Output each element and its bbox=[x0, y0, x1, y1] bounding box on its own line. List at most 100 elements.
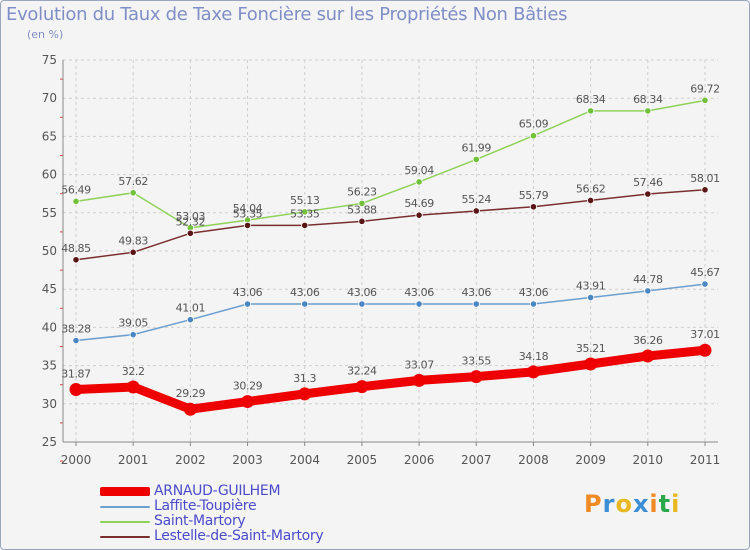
y-tick-label: 50 bbox=[42, 244, 57, 258]
data-point-saint-martory bbox=[472, 155, 480, 163]
data-point-laffite-toupi-re bbox=[472, 300, 480, 308]
y-tick-label: 45 bbox=[42, 282, 57, 296]
x-tick-label: 2002 bbox=[175, 453, 206, 467]
data-point-lestelle-de-saint-martory bbox=[243, 221, 252, 230]
data-point-arnaud-guilhem bbox=[698, 343, 712, 357]
legend-label: ARNAUD-GUILHEM bbox=[154, 483, 281, 499]
data-label-arnaud-guilhem: 31.87 bbox=[61, 368, 91, 381]
data-point-lestelle-de-saint-martory bbox=[701, 186, 709, 194]
data-point-lestelle-de-saint-martory bbox=[415, 211, 423, 219]
data-label-lestelle-de-saint-martory: 56.62 bbox=[576, 182, 606, 195]
data-point-saint-martory bbox=[72, 197, 80, 206]
data-label-laffite-toupi-re: 43.06 bbox=[404, 286, 434, 299]
y-tick-label: 60 bbox=[42, 168, 57, 182]
y-tick-label: 40 bbox=[42, 320, 57, 334]
data-label-saint-martory: 59.04 bbox=[404, 164, 434, 177]
x-tick-label: 2010 bbox=[633, 453, 664, 467]
legend-swatch bbox=[100, 535, 150, 538]
x-tick-label: 2007 bbox=[461, 453, 492, 467]
y-tick-label: 70 bbox=[42, 91, 57, 105]
data-label-arnaud-guilhem: 33.07 bbox=[404, 358, 434, 371]
data-point-laffite-toupi-re bbox=[701, 280, 709, 288]
data-label-lestelle-de-saint-martory: 48.85 bbox=[61, 242, 91, 255]
data-label-lestelle-de-saint-martory: 55.79 bbox=[519, 189, 549, 202]
data-point-saint-martory bbox=[129, 189, 137, 197]
data-label-lestelle-de-saint-martory: 57.46 bbox=[633, 176, 663, 189]
data-label-laffite-toupi-re: 45.67 bbox=[690, 266, 720, 279]
logo-letter: P bbox=[584, 490, 603, 518]
data-label-laffite-toupi-re: 44.78 bbox=[633, 273, 663, 286]
data-label-lestelle-de-saint-martory: 54.69 bbox=[404, 197, 434, 210]
x-tick-label: 2005 bbox=[347, 453, 378, 467]
data-point-lestelle-de-saint-martory bbox=[301, 221, 309, 230]
data-label-laffite-toupi-re: 43.91 bbox=[576, 280, 606, 293]
data-point-saint-martory bbox=[301, 208, 309, 216]
legend-swatch bbox=[100, 505, 150, 508]
series-line-laffite-toupi-re bbox=[75, 283, 706, 342]
data-label-arnaud-guilhem: 35.21 bbox=[576, 342, 606, 355]
data-point-laffite-toupi-re bbox=[129, 331, 137, 339]
data-label-saint-martory: 57.62 bbox=[118, 175, 148, 188]
data-point-lestelle-de-saint-martory bbox=[72, 256, 80, 264]
data-label-arnaud-guilhem: 30.29 bbox=[233, 380, 263, 393]
logo-letter: r bbox=[602, 490, 616, 518]
data-label-saint-martory: 61.99 bbox=[462, 141, 492, 154]
data-label-lestelle-de-saint-martory: 55.24 bbox=[462, 193, 492, 206]
data-label-laffite-toupi-re: 43.06 bbox=[290, 286, 320, 299]
x-tick-label: 2001 bbox=[118, 453, 149, 467]
data-label-saint-martory: 68.34 bbox=[576, 93, 606, 106]
data-label-laffite-toupi-re: 43.06 bbox=[462, 286, 492, 299]
data-point-arnaud-guilhem bbox=[69, 383, 83, 397]
y-tick-label: 30 bbox=[42, 397, 57, 411]
data-point-arnaud-guilhem bbox=[183, 402, 197, 416]
y-tick-label: 25 bbox=[42, 435, 57, 449]
legend-label: Laffite-Toupière bbox=[154, 498, 257, 514]
data-label-lestelle-de-saint-martory: 52.32 bbox=[176, 215, 206, 228]
series-line-lestelle-de-saint-martory bbox=[75, 189, 706, 261]
data-point-laffite-toupi-re bbox=[243, 300, 252, 308]
data-point-saint-martory bbox=[358, 199, 366, 208]
logo-letter: i bbox=[671, 490, 681, 518]
data-label-arnaud-guilhem: 31.3 bbox=[293, 372, 316, 385]
series-line-saint-martory bbox=[75, 99, 706, 229]
y-tick-label: 65 bbox=[42, 129, 57, 143]
data-label-lestelle-de-saint-martory: 53.35 bbox=[233, 207, 263, 220]
data-point-arnaud-guilhem bbox=[355, 380, 369, 394]
data-label-saint-martory: 69.72 bbox=[690, 82, 720, 95]
data-point-laffite-toupi-re bbox=[529, 300, 538, 308]
data-label-saint-martory: 53.03 bbox=[176, 210, 206, 223]
data-point-laffite-toupi-re bbox=[587, 293, 595, 302]
data-point-lestelle-de-saint-martory bbox=[587, 196, 595, 205]
data-point-saint-martory bbox=[529, 132, 538, 140]
data-point-arnaud-guilhem bbox=[641, 349, 655, 363]
data-point-arnaud-guilhem bbox=[298, 387, 312, 401]
data-point-lestelle-de-saint-martory bbox=[358, 217, 366, 225]
data-label-saint-martory: 54.04 bbox=[233, 202, 263, 215]
data-label-saint-martory: 56.49 bbox=[61, 183, 91, 196]
data-label-arnaud-guilhem: 34.18 bbox=[519, 350, 549, 363]
chart-title: Evolution du Taux de Taxe Foncière sur l… bbox=[6, 4, 568, 25]
data-point-lestelle-de-saint-martory bbox=[186, 229, 194, 237]
data-label-laffite-toupi-re: 38.28 bbox=[61, 323, 91, 336]
data-point-laffite-toupi-re bbox=[644, 287, 652, 295]
data-label-lestelle-de-saint-martory: 58.01 bbox=[690, 172, 720, 185]
x-tick-label: 2004 bbox=[289, 453, 320, 467]
data-label-laffite-toupi-re: 43.06 bbox=[519, 286, 549, 299]
x-tick-label: 2003 bbox=[232, 453, 263, 467]
data-label-saint-martory: 68.34 bbox=[633, 93, 663, 106]
x-tick-label: 2008 bbox=[518, 453, 549, 467]
y-unit-label: (en %) bbox=[27, 28, 64, 41]
legend-swatch bbox=[100, 520, 150, 523]
logo-letter: o bbox=[615, 490, 633, 518]
data-label-arnaud-guilhem: 37.01 bbox=[690, 328, 720, 341]
data-point-arnaud-guilhem bbox=[241, 395, 255, 409]
data-point-saint-martory bbox=[415, 178, 423, 186]
data-point-saint-martory bbox=[701, 96, 709, 104]
data-point-laffite-toupi-re bbox=[186, 316, 194, 324]
x-tick-label: 2000 bbox=[61, 453, 92, 467]
data-point-lestelle-de-saint-martory bbox=[644, 190, 652, 198]
data-point-arnaud-guilhem bbox=[469, 370, 483, 384]
data-label-arnaud-guilhem: 36.26 bbox=[633, 334, 663, 347]
data-label-arnaud-guilhem: 32.24 bbox=[347, 365, 377, 378]
